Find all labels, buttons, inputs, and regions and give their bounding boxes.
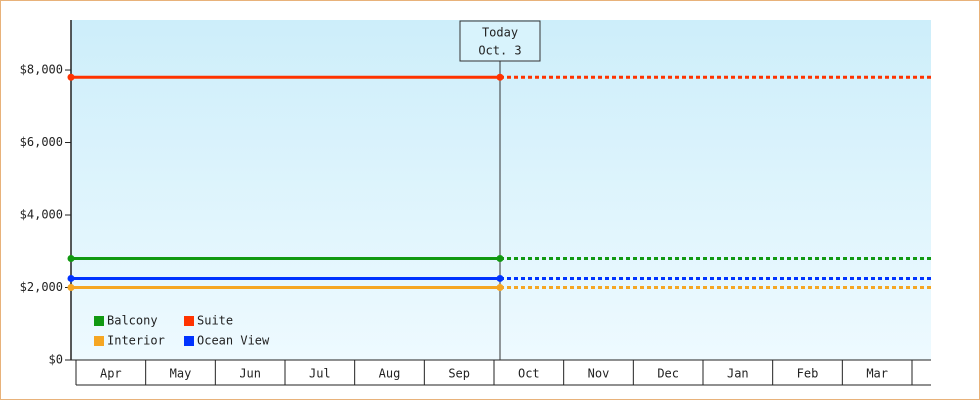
- x-tick-label: Nov: [588, 367, 610, 381]
- x-tick-label: Aug: [379, 367, 401, 381]
- x-tick-label: Oct: [518, 367, 540, 381]
- x-tick-label: Jul: [309, 367, 331, 381]
- legend-swatch: [94, 316, 104, 326]
- x-tick-label: Feb: [797, 367, 819, 381]
- legend-swatch: [184, 316, 194, 326]
- legend-label: Balcony: [107, 314, 158, 328]
- series-point: [67, 284, 75, 292]
- x-tick-label: Jun: [239, 367, 261, 381]
- series-point: [496, 274, 504, 282]
- x-tick-label: Jan: [727, 367, 749, 381]
- y-tick-label: $0: [49, 353, 63, 367]
- y-tick-label: $6,000: [20, 135, 63, 149]
- series-point: [496, 255, 504, 263]
- series-point: [67, 274, 75, 282]
- legend-label: Interior: [107, 334, 165, 348]
- x-tick-label: Mar: [866, 367, 888, 381]
- legend-swatch: [184, 336, 194, 346]
- x-tick-label: Dec: [657, 367, 679, 381]
- y-tick-label: $2,000: [20, 280, 63, 294]
- x-tick-label: Apr: [100, 367, 122, 381]
- series-point: [496, 73, 504, 81]
- x-tick-label: Sep: [448, 367, 470, 381]
- today-box: [459, 20, 541, 62]
- series-point: [67, 73, 75, 81]
- plot-area: [71, 20, 931, 360]
- y-tick-label: $8,000: [20, 63, 63, 77]
- series-point: [496, 284, 504, 292]
- series-point: [67, 255, 75, 263]
- x-tick-label: May: [170, 367, 192, 381]
- today-date: Oct. 3: [478, 44, 521, 58]
- legend-label: Ocean View: [197, 334, 270, 348]
- legend-swatch: [94, 336, 104, 346]
- legend-label: Suite: [197, 314, 233, 328]
- y-tick-label: $4,000: [20, 208, 63, 222]
- today-label: Today: [482, 26, 518, 40]
